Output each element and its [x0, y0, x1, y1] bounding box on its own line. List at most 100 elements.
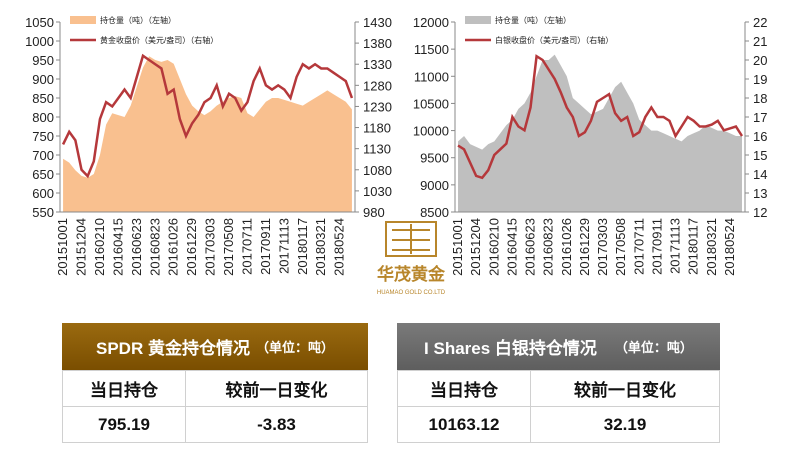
y-tick-label: 950 — [32, 53, 54, 68]
y-tick-label: 900 — [32, 72, 54, 87]
x-tick-label: 20161026 — [559, 218, 574, 276]
x-tick-label: 20180321 — [313, 218, 328, 276]
x-tick-label: 20160823 — [147, 218, 162, 276]
x-tick-label: 20170711 — [239, 218, 254, 275]
x-tick-label: 20180524 — [332, 218, 347, 276]
table-header: I Shares 白银持仓情况 （单位：吨） — [397, 323, 720, 370]
y2-tick-label: 13 — [753, 186, 767, 201]
y2-tick-label: 18 — [753, 91, 767, 106]
x-tick-label: 20170911 — [649, 218, 664, 275]
x-tick-label: 20170303 — [595, 218, 610, 276]
x-tick-label: 20151204 — [74, 218, 89, 276]
y2-tick-label: 20 — [753, 53, 767, 68]
line — [457, 54, 744, 180]
col-header: 当日持仓 — [396, 370, 532, 407]
y-tick-label: 10500 — [413, 96, 449, 111]
y-tick-label: 8500 — [420, 205, 449, 220]
y2-tick-label: 1180 — [363, 121, 391, 136]
x-tick-label: 20160415 — [504, 218, 519, 276]
table-unit: （单位：吨） — [255, 340, 334, 355]
logo: 华茂黄金 HUAMAO GOLD CO.LTD — [377, 221, 446, 296]
y2-tick-label: 1280 — [363, 78, 392, 93]
x-tick-label: 20151204 — [468, 218, 483, 276]
y2-tick-label: 15 — [753, 148, 767, 163]
charts: 华茂黄金 HUAMAO GOLD CO.LTD 持仓量（吨）（左轴） 黄金收盘价（… — [25, 15, 767, 296]
x-tick-label: 20151001 — [55, 218, 70, 276]
x-tick-label: 20180321 — [704, 218, 719, 276]
x-tick-label: 20171113 — [668, 218, 683, 274]
x-tick-label: 20160823 — [541, 218, 556, 276]
x-tick-label: 20170508 — [221, 218, 236, 276]
y2-tick-label: 14 — [753, 167, 767, 182]
logo-icon-lines — [392, 224, 430, 254]
y2-tick-label: 19 — [753, 72, 767, 87]
x-tick-label: 20171113 — [276, 218, 291, 274]
table-header: SPDR 黄金持仓情况 （单位：吨） — [62, 323, 368, 370]
y-tick-label: 600 — [32, 186, 54, 201]
x-tick-label: 20170303 — [203, 218, 218, 276]
x-tick-label: 20170711 — [631, 218, 646, 275]
table: 当日持仓 较前一日变化 795.19 -3.83 — [61, 370, 368, 443]
y2-tick-label: 21 — [753, 34, 767, 49]
y2-tick-label: 1080 — [363, 163, 392, 178]
logo-icon — [385, 221, 437, 257]
table-title: SPDR 黄金持仓情况 — [96, 339, 250, 358]
area — [458, 54, 742, 213]
x-tick-label: 20160210 — [92, 218, 107, 276]
x-tick-label: 20180524 — [722, 218, 737, 276]
x-tick-label: 20151001 — [450, 218, 465, 276]
y2-tick-label: 17 — [753, 110, 767, 125]
y2-tick-label: 1330 — [363, 57, 392, 72]
y2-tick-label: 1380 — [363, 36, 392, 51]
legend-label: 持仓量（吨）（左轴） — [100, 15, 176, 25]
cell: 795.19 — [61, 406, 187, 443]
y-tick-label: 11000 — [414, 69, 449, 84]
y-tick-label: 750 — [32, 129, 54, 144]
x-tick-label: 20161026 — [166, 218, 181, 276]
logo-name: 华茂黄金 — [377, 264, 446, 284]
y-tick-label: 1000 — [25, 34, 54, 49]
x-tick-label: 20160623 — [523, 218, 538, 276]
legend-swatch — [70, 16, 96, 24]
cell: -3.83 — [185, 406, 368, 443]
x-tick-label: 20161229 — [184, 218, 199, 276]
y-tick-label: 550 — [32, 205, 54, 220]
table-title: I Shares 白银持仓情况 — [424, 339, 597, 358]
cell: 32.19 — [530, 406, 720, 443]
y2-tick-label: 16 — [753, 129, 767, 144]
x-tick-label: 20160210 — [486, 218, 501, 276]
y-tick-label: 9500 — [420, 151, 449, 166]
y2-tick-label: 1130 — [363, 142, 391, 157]
x-tick-label: 20170911 — [258, 218, 273, 275]
cell: 10163.12 — [396, 406, 532, 443]
x-tick-label: 20161229 — [577, 218, 592, 276]
y-tick-label: 10000 — [413, 124, 449, 139]
y-tick-label: 650 — [32, 167, 54, 182]
x-tick-label: 20180117 — [295, 218, 310, 275]
legend-label: 黄金收盘价（美元/盎司）（右轴） — [100, 35, 218, 45]
col-header: 较前一日变化 — [530, 370, 720, 407]
y2-tick-label: 1430 — [363, 15, 392, 30]
table-silver: I Shares 白银持仓情况 （单位：吨） 当日持仓 较前一日变化 10163.1… — [396, 323, 720, 443]
line — [61, 53, 354, 179]
y2-tick-label: 12 — [753, 205, 767, 220]
y-tick-label: 800 — [32, 110, 54, 125]
y-tick-label: 11500 — [414, 42, 449, 57]
x-tick-label: 20160415 — [110, 218, 125, 276]
table-gold: SPDR 黄金持仓情况 （单位：吨） 当日持仓 较前一日变化 795.19 -3.83 — [61, 323, 368, 443]
table: 当日持仓 较前一日变化 10163.12 32.19 — [396, 370, 720, 443]
legend-swatch — [465, 16, 491, 24]
table-unit: （单位：吨） — [614, 340, 693, 355]
y-tick-label: 12000 — [413, 15, 449, 30]
col-header: 较前一日变化 — [185, 370, 368, 407]
legend-label: 白银收盘价（美元/盎司）（右轴） — [495, 35, 613, 45]
y2-tick-label: 22 — [753, 15, 767, 30]
y-tick-label: 1050 — [25, 15, 54, 30]
area — [63, 56, 352, 213]
logo-subtitle: HUAMAO GOLD CO.LTD — [377, 290, 446, 296]
x-tick-label: 20170508 — [613, 218, 628, 276]
y2-tick-label: 1030 — [363, 184, 392, 199]
y2-tick-label: 1230 — [363, 99, 392, 114]
y-tick-label: 9000 — [420, 178, 449, 193]
y2-tick-label: 980 — [363, 205, 385, 220]
